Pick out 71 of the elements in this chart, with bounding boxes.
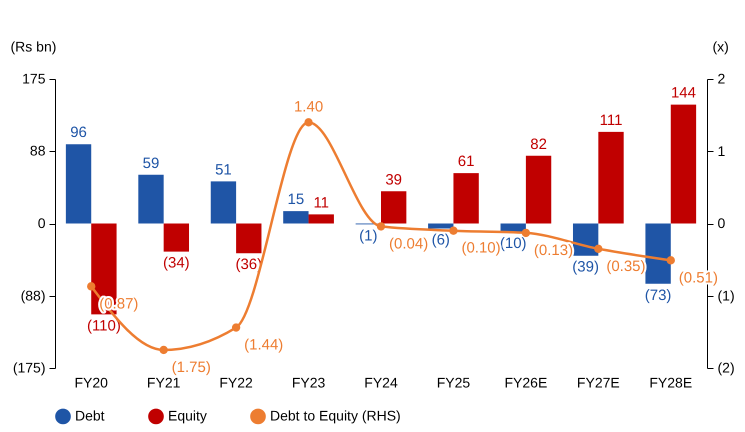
- y-tick-label: 175: [22, 70, 46, 86]
- data-label: 96: [70, 124, 87, 142]
- bar: [283, 211, 309, 224]
- y2-tick-label: 1: [718, 142, 726, 159]
- data-label: 144: [670, 84, 696, 102]
- x-tick-label: FY27E: [576, 374, 620, 390]
- point: [449, 226, 458, 235]
- data-label: (0.13): [534, 242, 574, 259]
- bar: [308, 214, 334, 224]
- data-label: (1): [359, 227, 378, 244]
- bar: [453, 173, 479, 224]
- x-tick-label: FY26E: [504, 374, 548, 390]
- data-label: (1.75): [172, 358, 211, 376]
- point: [232, 323, 240, 332]
- bar: [381, 191, 406, 224]
- x-tick-label: FY24: [364, 374, 398, 390]
- data-label: (10): [500, 234, 527, 252]
- data-label: 111: [600, 112, 622, 129]
- bar: [428, 224, 454, 228]
- bar: [645, 224, 671, 284]
- legend-label: Equity: [168, 407, 207, 424]
- point: [666, 256, 675, 265]
- bar: [598, 132, 624, 224]
- x-tick-label: FY28E: [649, 374, 692, 390]
- y2-tick-label: 2: [718, 70, 726, 86]
- data-label: 59: [142, 154, 160, 172]
- x-tick-label: FY23: [292, 374, 326, 390]
- data-label: (0.04): [389, 235, 428, 252]
- x-tick-label: FY22: [219, 374, 254, 390]
- data-label: (6): [432, 231, 450, 248]
- data-label: 1.40: [294, 98, 324, 116]
- point: [522, 228, 530, 238]
- point: [159, 346, 168, 354]
- bar: [670, 104, 696, 224]
- data-label: (39): [572, 258, 599, 276]
- bar: [138, 174, 164, 224]
- point: [376, 222, 386, 231]
- bar: [66, 144, 92, 224]
- y2-axis-title: (x): [712, 38, 729, 54]
- bar: [526, 156, 552, 224]
- data-label: (110): [86, 317, 121, 334]
- point: [87, 282, 96, 291]
- y-tick-label: 88: [30, 142, 46, 158]
- data-label: 82: [530, 136, 547, 153]
- point: [304, 118, 313, 127]
- x-tick-label: FY20: [74, 374, 108, 390]
- bar: [210, 181, 236, 224]
- data-label: 11: [313, 194, 330, 212]
- x-tick-label: FY25: [436, 374, 470, 390]
- point: [594, 244, 603, 253]
- data-label: (73): [644, 286, 672, 304]
- y2-tick-label: (1): [718, 287, 735, 304]
- data-label: (0.35): [606, 258, 646, 275]
- data-label: (34): [163, 254, 190, 272]
- data-label: 51: [215, 161, 232, 178]
- y-axis-title: (Rs bn): [10, 38, 56, 54]
- data-label: (0.10): [461, 240, 501, 257]
- y-tick-label: (175): [12, 360, 46, 376]
- y2-tick-label: 0: [718, 215, 726, 231]
- x-tick-label: FY21: [146, 374, 181, 390]
- data-label: 15: [288, 191, 304, 208]
- y-tick-label: (88): [20, 288, 46, 304]
- legend-label: Debt to Equity (RHS): [270, 407, 401, 424]
- legend-label: Debt: [75, 407, 105, 424]
- data-label: 39: [385, 171, 402, 188]
- bar: [164, 224, 190, 252]
- bar: [236, 224, 262, 254]
- data-label: 61: [458, 153, 474, 170]
- y2-tick-label: (2): [718, 360, 735, 376]
- data-label: (1.44): [244, 336, 284, 354]
- y-tick-label: 0: [38, 215, 46, 231]
